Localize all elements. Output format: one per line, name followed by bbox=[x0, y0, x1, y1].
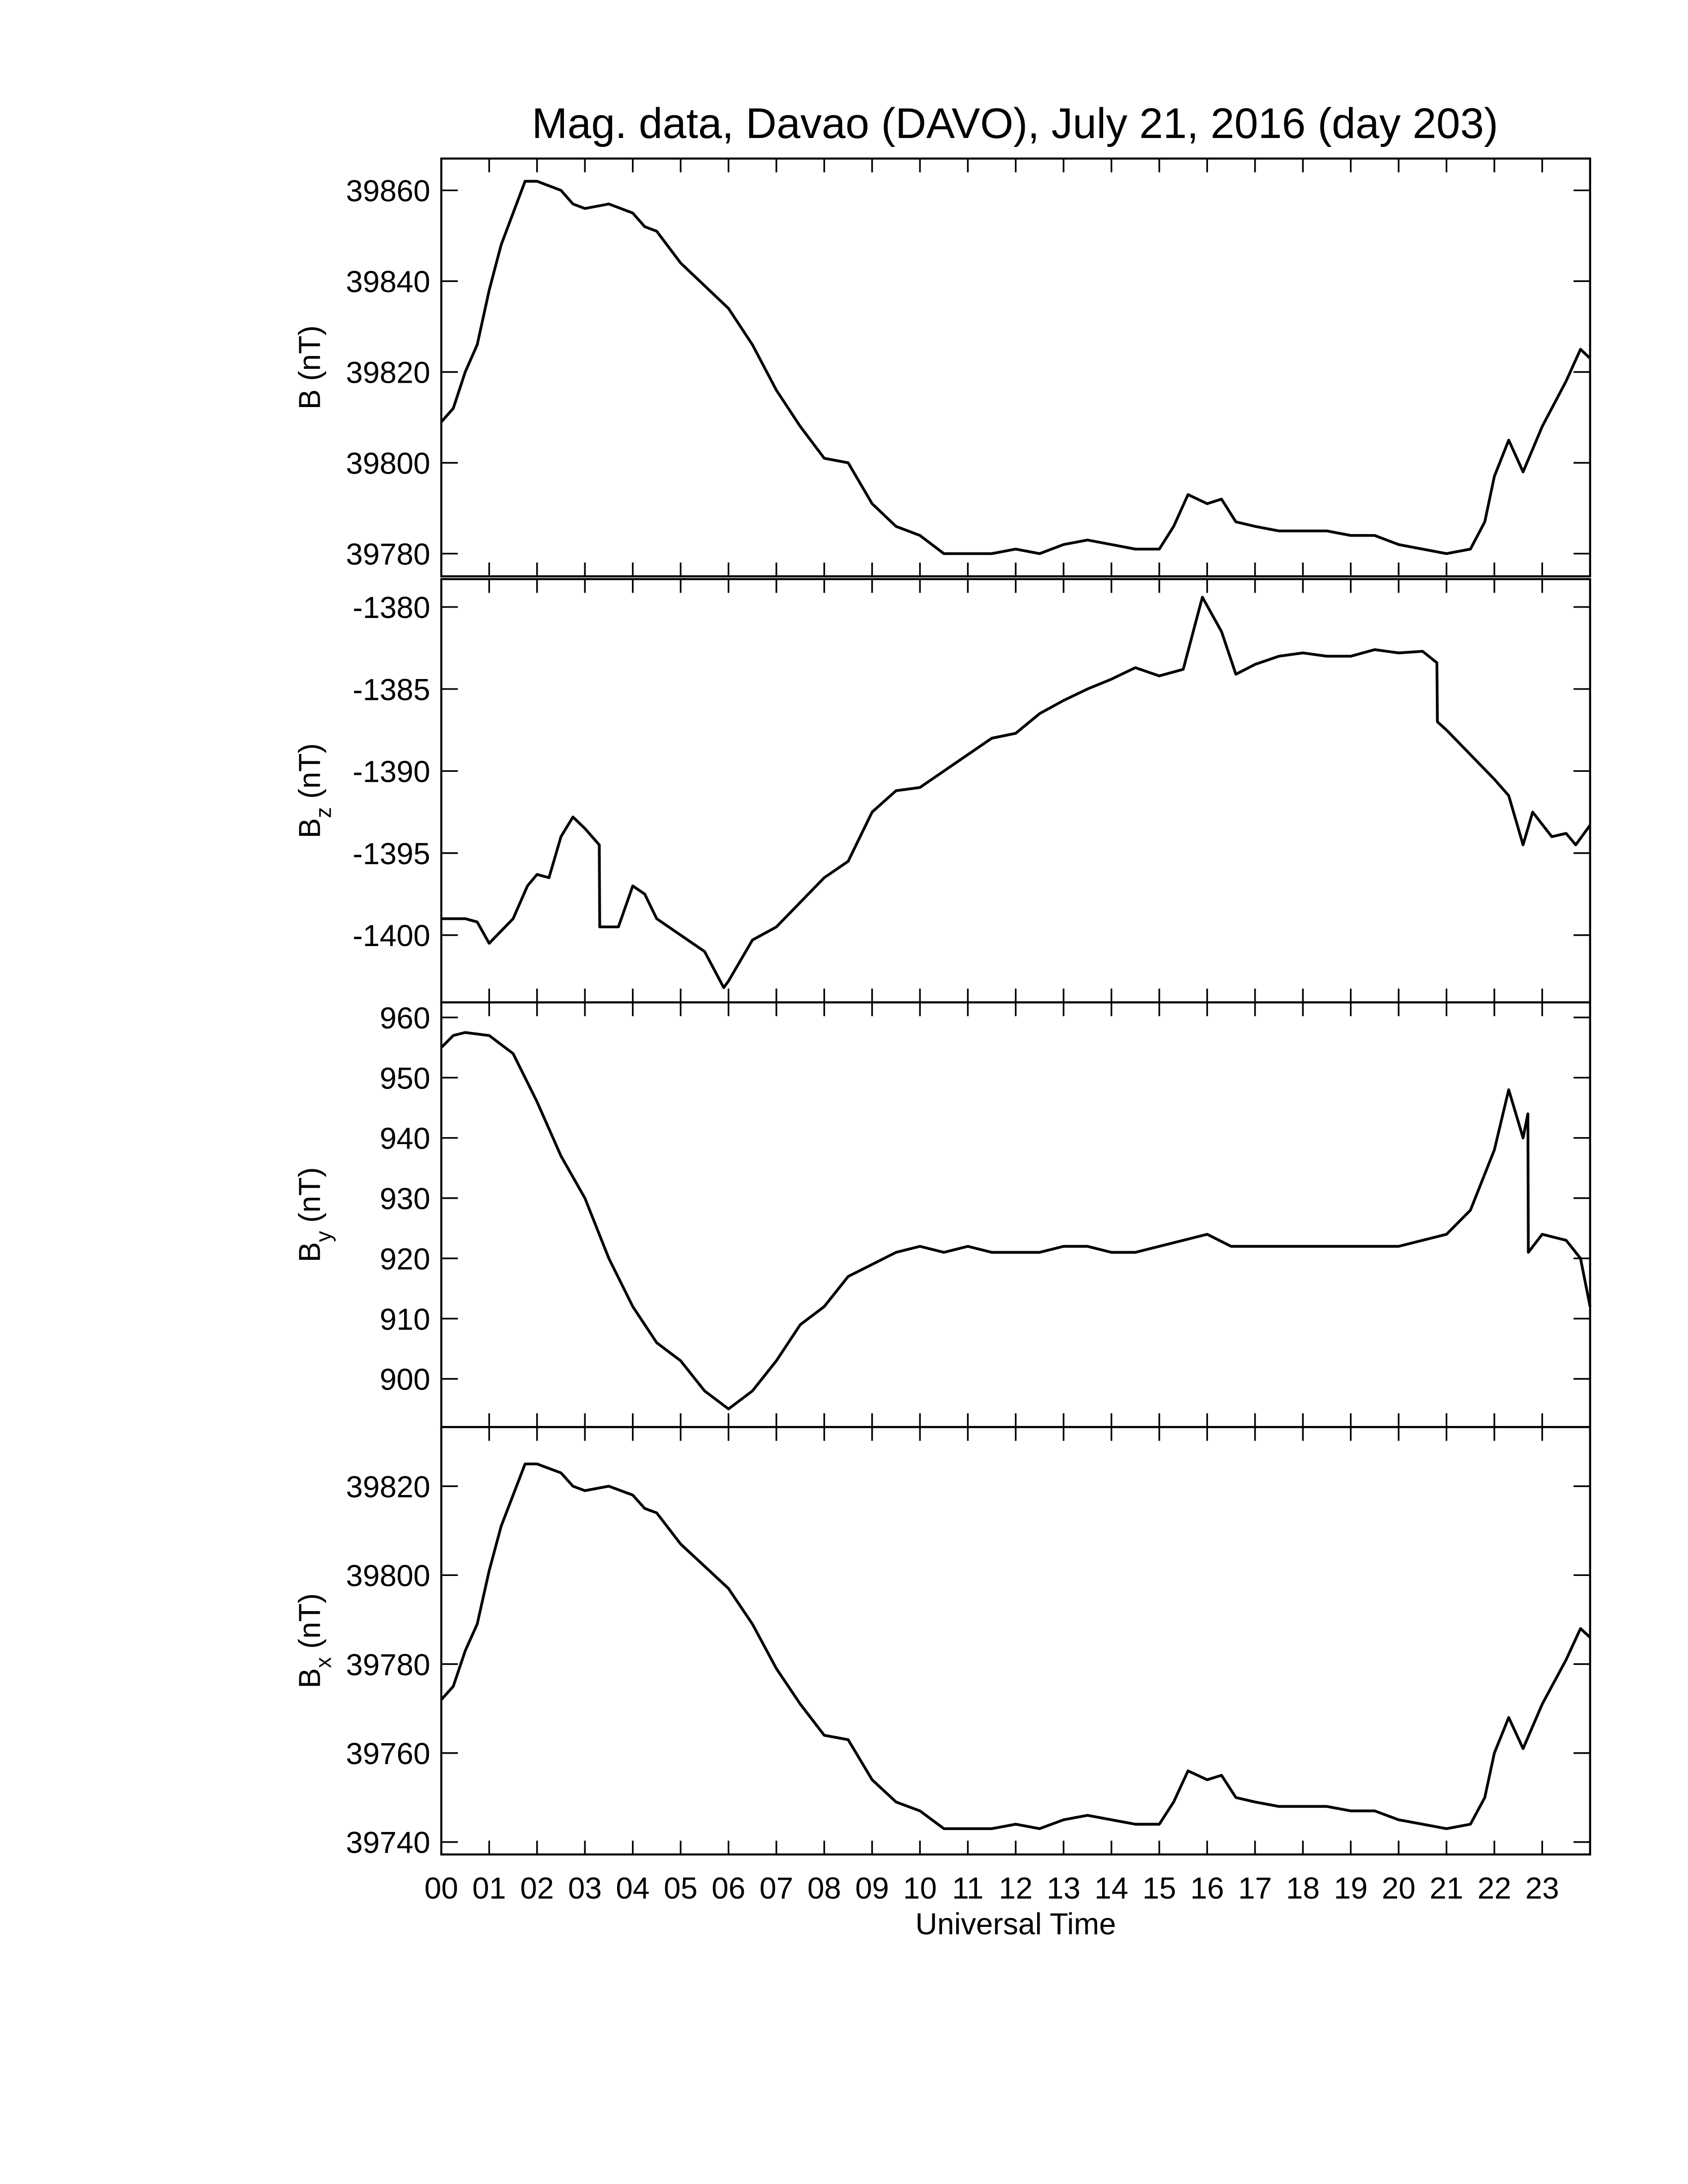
y-tick-label: 39740 bbox=[346, 1826, 430, 1859]
x-tick-label: 21 bbox=[1430, 1871, 1464, 1905]
y-axis-label: Bz (nT) bbox=[292, 743, 336, 838]
y-label-unit: (nT) bbox=[292, 1167, 326, 1223]
x-tick-label: 20 bbox=[1382, 1871, 1415, 1905]
y-tick-label: 39860 bbox=[346, 174, 430, 208]
x-tick-label: 22 bbox=[1477, 1871, 1511, 1905]
y-tick-label: 940 bbox=[380, 1122, 430, 1156]
y-tick-label: -1395 bbox=[352, 837, 430, 871]
y-tick-label: 910 bbox=[380, 1302, 430, 1336]
x-tick-label: 10 bbox=[903, 1871, 937, 1905]
x-tick-label: 05 bbox=[664, 1871, 698, 1905]
y-tick-label: -1400 bbox=[352, 919, 430, 953]
y-tick-label: 39760 bbox=[346, 1737, 430, 1771]
data-line bbox=[440, 180, 1591, 555]
y-tick-label: -1390 bbox=[352, 755, 430, 789]
panel-frame bbox=[440, 157, 1591, 578]
x-tick-label: 18 bbox=[1286, 1871, 1320, 1905]
x-tick-label: 14 bbox=[1095, 1871, 1128, 1905]
x-tick-label: 17 bbox=[1238, 1871, 1272, 1905]
y-tick-label: -1385 bbox=[352, 673, 430, 706]
chart-title: Mag. data, Davao (DAVO), July 21, 2016 (… bbox=[532, 100, 1498, 147]
x-tick-label: 11 bbox=[952, 1871, 984, 1905]
x-tick-label: 13 bbox=[1047, 1871, 1080, 1905]
y-axis-label: By (nT) bbox=[292, 1167, 336, 1262]
x-tick-label: 15 bbox=[1142, 1871, 1176, 1905]
y-axis-label: B (nT) bbox=[292, 326, 326, 410]
x-tick-label: 04 bbox=[616, 1871, 650, 1905]
y-label-symbol: B bbox=[292, 389, 326, 410]
x-tick-label: 03 bbox=[568, 1871, 602, 1905]
x-tick-label: 02 bbox=[520, 1871, 554, 1905]
data-line bbox=[441, 596, 1592, 989]
y-label-subscript: x bbox=[312, 1657, 336, 1668]
x-tick-label: 09 bbox=[855, 1871, 889, 1905]
x-tick-label: 08 bbox=[807, 1871, 841, 1905]
y-tick-label: 39780 bbox=[346, 538, 430, 571]
panel-frame bbox=[440, 578, 1591, 1004]
y-tick-label: 39800 bbox=[346, 1559, 430, 1593]
x-tick-label: 16 bbox=[1190, 1871, 1224, 1905]
x-axis-label: Universal Time bbox=[915, 1907, 1116, 1941]
data-line bbox=[440, 1031, 1592, 1411]
y-label-symbol: B bbox=[292, 818, 326, 838]
y-label-symbol: B bbox=[292, 1668, 326, 1689]
y-label-symbol: B bbox=[292, 1242, 326, 1262]
y-tick-label: 960 bbox=[380, 1001, 430, 1035]
y-tick-label: 39800 bbox=[346, 447, 430, 480]
y-tick-label: 900 bbox=[380, 1363, 430, 1396]
x-tick-label: 07 bbox=[760, 1871, 793, 1905]
y-label-unit: (nT) bbox=[292, 1593, 326, 1649]
y-label-subscript: z bbox=[312, 807, 336, 818]
x-tick-label: 01 bbox=[472, 1871, 506, 1905]
panel-frame bbox=[440, 1001, 1591, 1429]
x-tick-label: 06 bbox=[711, 1871, 745, 1905]
x-tick-label: 19 bbox=[1334, 1871, 1368, 1905]
y-label-unit: (nT) bbox=[292, 743, 326, 799]
data-line bbox=[440, 1462, 1591, 1830]
y-tick-label: -1380 bbox=[352, 591, 430, 624]
y-label-unit: (nT) bbox=[292, 326, 326, 381]
y-tick-label: 920 bbox=[380, 1242, 430, 1276]
y-tick-label: 39840 bbox=[346, 265, 430, 299]
panel-frame bbox=[440, 1426, 1591, 1856]
y-tick-label: 930 bbox=[380, 1182, 430, 1216]
x-tick-label: 12 bbox=[999, 1871, 1033, 1905]
y-tick-label: 950 bbox=[380, 1061, 430, 1095]
x-tick-label: 00 bbox=[424, 1871, 458, 1905]
y-axis-label: Bx (nT) bbox=[292, 1593, 336, 1689]
y-tick-label: 39820 bbox=[346, 356, 430, 390]
y-tick-label: 39820 bbox=[346, 1470, 430, 1503]
x-tick-label: 23 bbox=[1525, 1871, 1559, 1905]
y-label-subscript: y bbox=[312, 1230, 336, 1242]
y-tick-label: 39780 bbox=[346, 1648, 430, 1682]
